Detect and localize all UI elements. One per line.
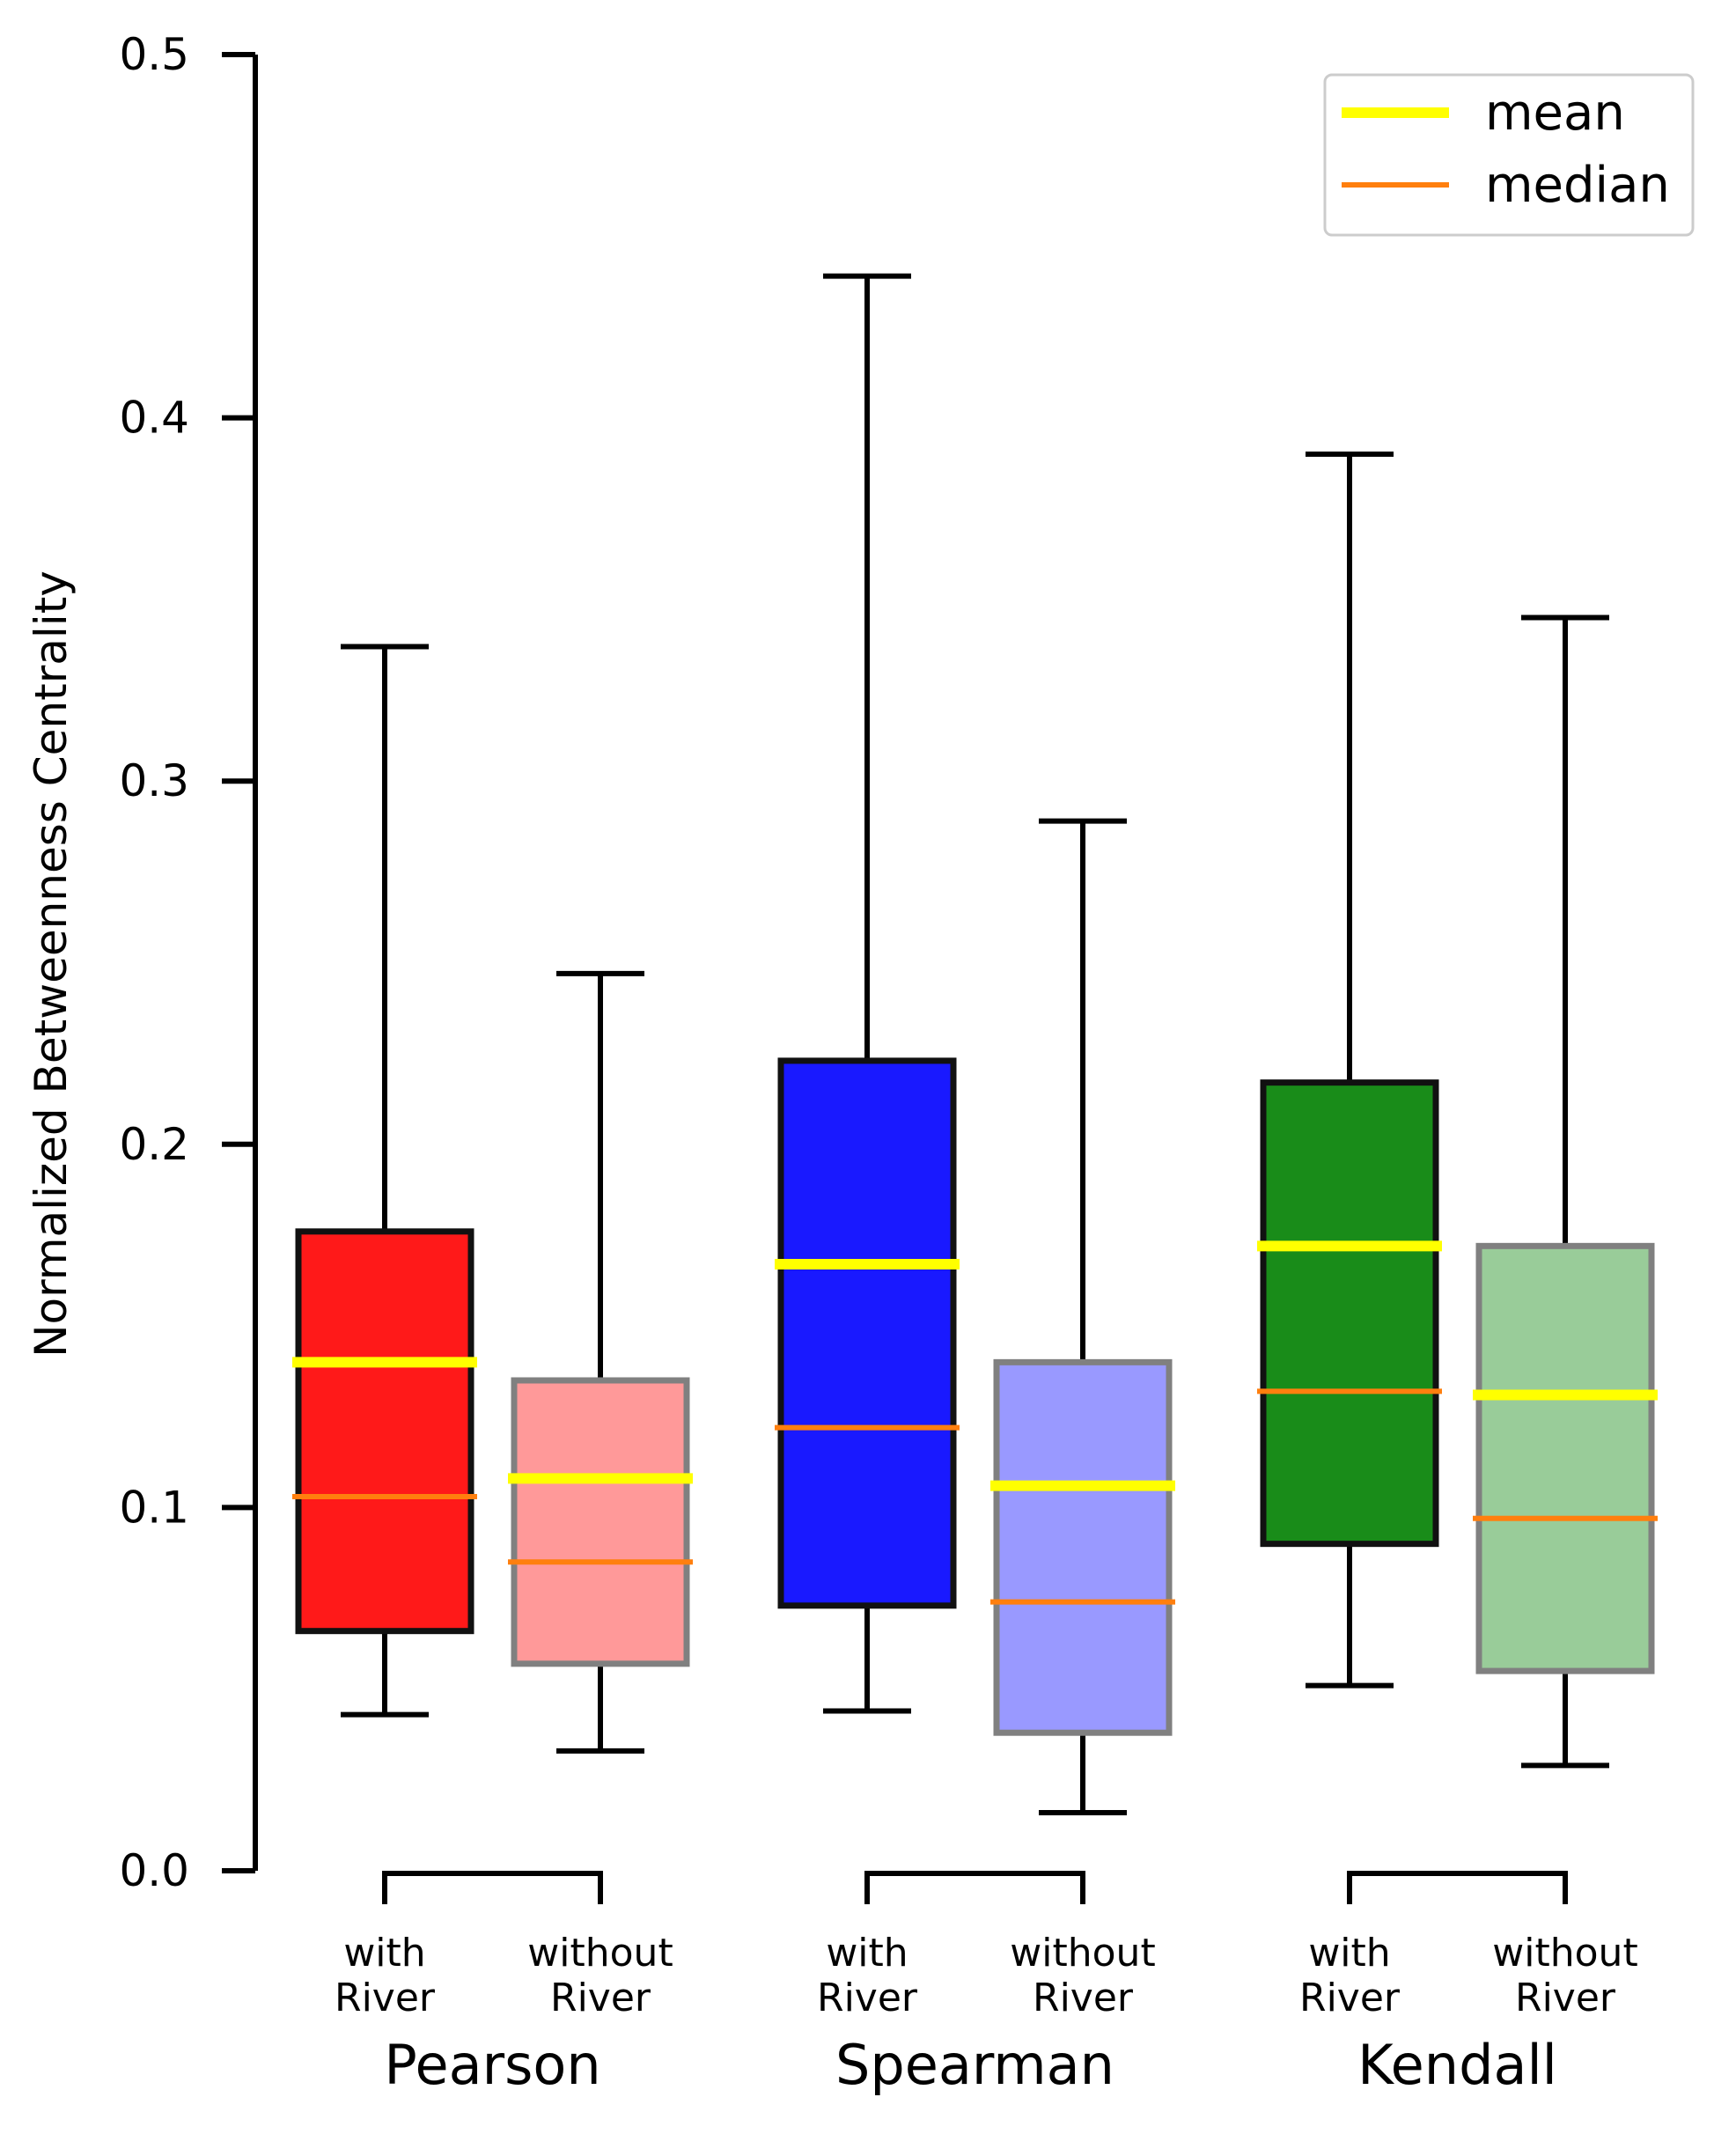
- category-label-line1: with: [1308, 1931, 1390, 1976]
- category-label-line2: River: [550, 1976, 651, 2020]
- group-bracket: [1347, 1871, 1568, 1904]
- y-tick-label: 0.1: [119, 1482, 189, 1533]
- category-label-line1: without: [1010, 1931, 1155, 1976]
- iqr-box: [1475, 1242, 1655, 1674]
- legend-label-median: median: [1485, 157, 1670, 214]
- legend: mean median: [1323, 73, 1695, 237]
- y-tick-label: 0.0: [119, 1845, 189, 1896]
- box-series: [292, 273, 1658, 1815]
- category-label-line2: River: [1299, 1976, 1401, 2020]
- y-axis-label: Normalized Betweenness Centrality: [26, 570, 77, 1358]
- group-label: Pearson: [384, 2033, 600, 2097]
- y-tick-label: 0.2: [119, 1119, 189, 1170]
- category-label-line2: River: [1515, 1976, 1616, 2020]
- y-axis: 0.0 0.1 0.2 0.3 0.4 0.5: [119, 29, 258, 1896]
- category-label-line2: River: [335, 1976, 436, 2020]
- category-label-line1: with: [343, 1931, 425, 1976]
- y-tick-label: 0.4: [119, 393, 189, 444]
- iqr-box: [993, 1358, 1173, 1736]
- group-label: Kendall: [1357, 2033, 1557, 2097]
- category-label-line2: River: [1033, 1976, 1134, 2020]
- legend-label-mean: mean: [1485, 85, 1625, 142]
- iqr-box: [511, 1377, 690, 1667]
- x-axis: withRiverwithoutRiverPearsonwithRiverwit…: [335, 1871, 1638, 2097]
- iqr-box: [1260, 1079, 1439, 1548]
- iqr-box: [777, 1057, 957, 1609]
- group-bracket: [864, 1871, 1085, 1904]
- category-label-line2: River: [817, 1976, 918, 2020]
- group-label: Spearman: [835, 2033, 1114, 2097]
- y-tick-label: 0.3: [119, 755, 189, 806]
- iqr-box: [295, 1228, 474, 1635]
- category-label-line1: with: [826, 1931, 908, 1976]
- category-label-line1: without: [527, 1931, 673, 1976]
- category-label-line1: without: [1492, 1931, 1637, 1976]
- y-tick-label: 0.5: [119, 29, 189, 80]
- group-bracket: [382, 1871, 603, 1904]
